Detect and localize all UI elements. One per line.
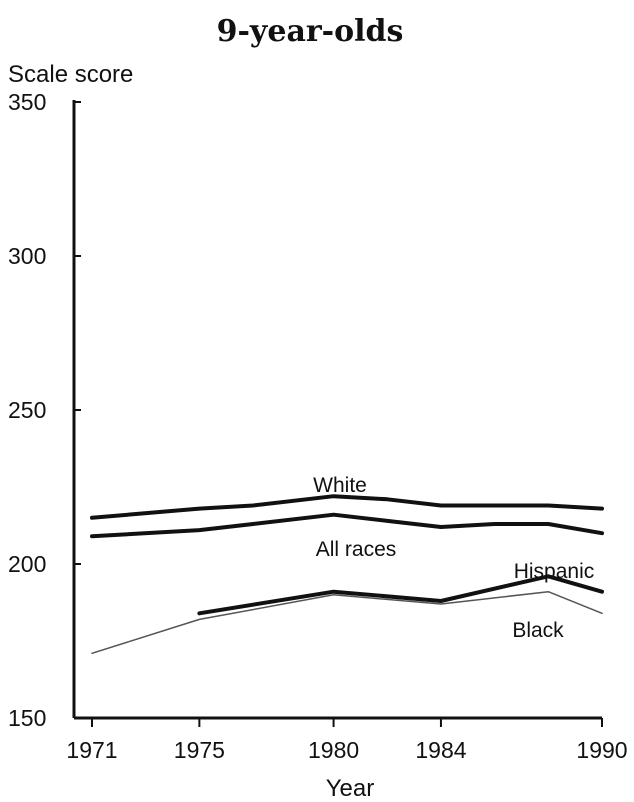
y-axis-title: Scale score — [8, 61, 133, 88]
series-label-all-races: All races — [316, 538, 397, 561]
series-line-hispanic — [197, 574, 604, 616]
series-label-hispanic: Hispanic — [514, 560, 595, 583]
x-axis-title: Year — [326, 775, 375, 802]
series-label-black: Black — [512, 619, 564, 642]
x-tick-label: 1975 — [174, 737, 225, 763]
y-tick-label: 350 — [8, 89, 46, 115]
series-line-all-races — [90, 512, 604, 539]
series-line-black — [91, 590, 603, 655]
y-tick-label: 200 — [8, 551, 46, 577]
series-label-white: White — [313, 474, 367, 497]
series-lines — [90, 494, 604, 655]
x-tick-label: 1990 — [576, 737, 627, 763]
chart-title: 9-year-olds — [217, 14, 404, 49]
y-tick-label: 150 — [8, 705, 46, 731]
x-tick-label: 1980 — [308, 737, 359, 763]
series-line-white — [90, 494, 604, 520]
y-tick-label: 250 — [8, 397, 46, 423]
x-tick-label: 1984 — [415, 737, 466, 763]
axis-ticks: 150 200 250 300 350 1971 1975 1980 1984 1990 — [8, 89, 628, 763]
x-tick-label: 1971 — [66, 737, 117, 763]
y-tick-label: 300 — [8, 243, 46, 269]
